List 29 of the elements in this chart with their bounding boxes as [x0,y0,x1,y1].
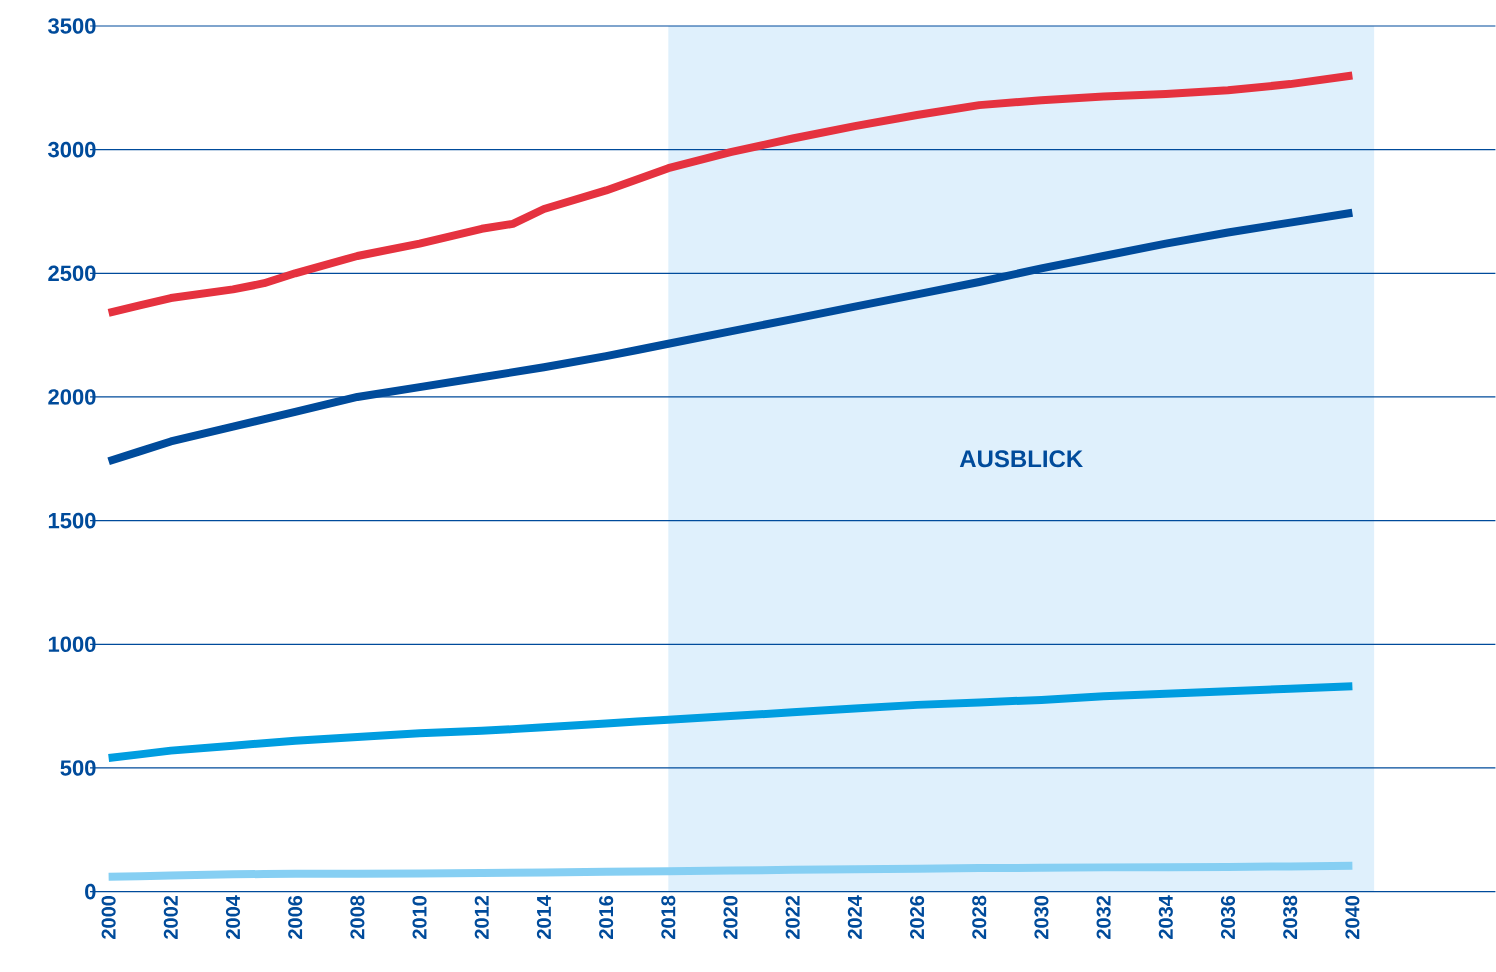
x-tick-label: 2038 [1283,895,1298,940]
y-tick-label: 3000 [48,142,96,158]
x-tick-label: 2020 [723,896,738,940]
x-tick-label: 2036 [1220,896,1236,940]
y-tick-label: 3500 [48,18,96,34]
x-tick-label: 2018 [661,895,676,940]
band-label: AUSBLICK [959,450,1083,468]
x-tick-label: 2024 [847,895,862,940]
x-tick-label: 2034 [1158,895,1173,940]
y-tick-label: 1500 [48,513,96,529]
x-tick-label: 2014 [536,895,552,940]
x-tick-label: 2016 [599,896,614,940]
x-tick-label: 2008 [350,895,365,940]
y-tick-label: 2500 [48,265,96,282]
y-tick-label: 0 [85,884,96,900]
x-tick-label: 2010 [412,896,427,940]
y-tick-label: 2000 [48,389,96,405]
x-tick-label: 2022 [785,896,800,940]
x-tick-label: 2026 [909,896,925,940]
x-tick-label: 2012 [474,896,489,940]
x-tick-label: 2040 [1345,896,1360,940]
x-tick-label: 2006 [288,896,303,940]
x-tick-label: 2028 [972,895,987,940]
x-tick-label: 2004 [225,895,241,940]
y-tick-label: 1000 [48,636,96,653]
x-tick-label: 2030 [1034,896,1049,940]
x-tick-label: 2032 [1096,896,1111,940]
y-tick-label: 500 [60,760,96,776]
x-tick-label: 2002 [163,896,178,940]
